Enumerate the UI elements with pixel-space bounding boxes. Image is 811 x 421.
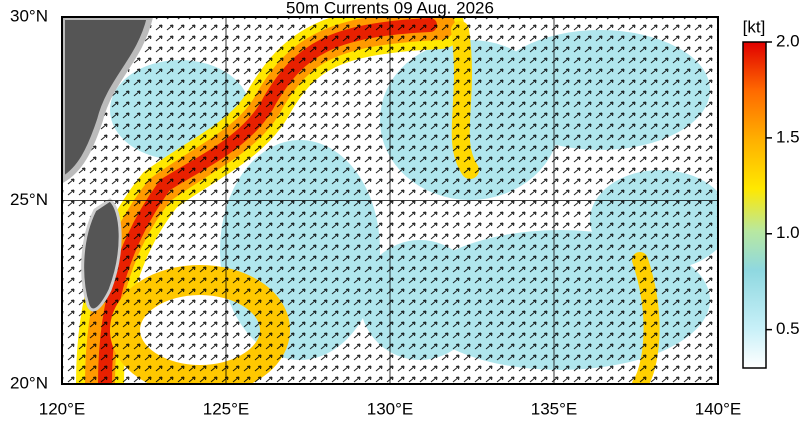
colorbar-tick-label: 0.5 bbox=[776, 319, 800, 338]
y-tick-label: 30°N bbox=[10, 6, 48, 25]
colorbar-tick-label: 1.5 bbox=[776, 127, 800, 146]
y-tick-label: 20°N bbox=[10, 373, 48, 392]
y-tick-label: 25°N bbox=[10, 190, 48, 209]
colorbar-label: [kt] bbox=[743, 17, 766, 36]
colorbar-tick-label: 2.0 bbox=[776, 31, 800, 50]
x-tick-label: 135°E bbox=[531, 399, 578, 418]
colorbar bbox=[742, 41, 767, 369]
chart-title: 50m Currents 09 Aug. 2026 bbox=[286, 0, 494, 17]
x-tick-label: 140°E bbox=[695, 399, 742, 418]
x-tick-label: 130°E bbox=[367, 399, 414, 418]
colorbar-tick-label: 1.0 bbox=[776, 223, 800, 242]
x-tick-label: 125°E bbox=[203, 399, 250, 418]
x-tick-label: 120°E bbox=[39, 399, 86, 418]
